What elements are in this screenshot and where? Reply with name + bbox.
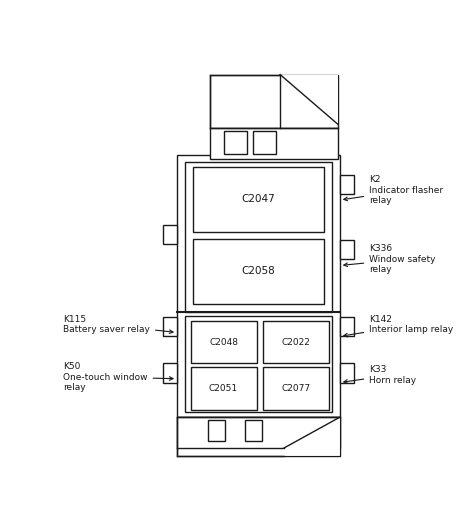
Bar: [163, 363, 177, 383]
Bar: [340, 317, 354, 337]
Text: C2047: C2047: [242, 194, 275, 204]
Polygon shape: [210, 75, 338, 129]
Bar: [177, 417, 340, 448]
Text: K33
Horn relay: K33 Horn relay: [344, 365, 416, 384]
Text: K336
Window safety
relay: K336 Window safety relay: [344, 245, 436, 274]
Polygon shape: [284, 417, 340, 456]
Text: C2048: C2048: [209, 338, 238, 347]
Text: C2077: C2077: [281, 384, 310, 393]
Bar: [163, 317, 177, 337]
Bar: [192, 167, 324, 233]
Bar: [192, 238, 324, 304]
Text: K50
One-touch window
relay: K50 One-touch window relay: [63, 362, 173, 392]
Text: C2051: C2051: [209, 384, 238, 393]
Bar: [340, 240, 354, 259]
Bar: [263, 367, 329, 410]
Bar: [208, 419, 225, 441]
Polygon shape: [177, 417, 340, 456]
Text: K142
Interior lamp relay: K142 Interior lamp relay: [344, 315, 454, 337]
Bar: [340, 363, 354, 383]
Bar: [340, 175, 354, 194]
Bar: [245, 419, 262, 441]
Text: K2
Indicator flasher
relay: K2 Indicator flasher relay: [344, 175, 443, 205]
Text: C2022: C2022: [281, 338, 310, 347]
Bar: [191, 321, 257, 363]
Text: C2058: C2058: [242, 266, 275, 276]
Bar: [177, 155, 340, 417]
Bar: [191, 367, 257, 410]
Bar: [210, 129, 338, 159]
Polygon shape: [280, 75, 338, 124]
Bar: [253, 131, 276, 154]
Bar: [185, 162, 332, 312]
Bar: [163, 225, 177, 244]
Bar: [185, 316, 332, 412]
Text: K115
Battery saver relay: K115 Battery saver relay: [63, 315, 173, 334]
Bar: [263, 321, 329, 363]
Bar: [224, 131, 247, 154]
